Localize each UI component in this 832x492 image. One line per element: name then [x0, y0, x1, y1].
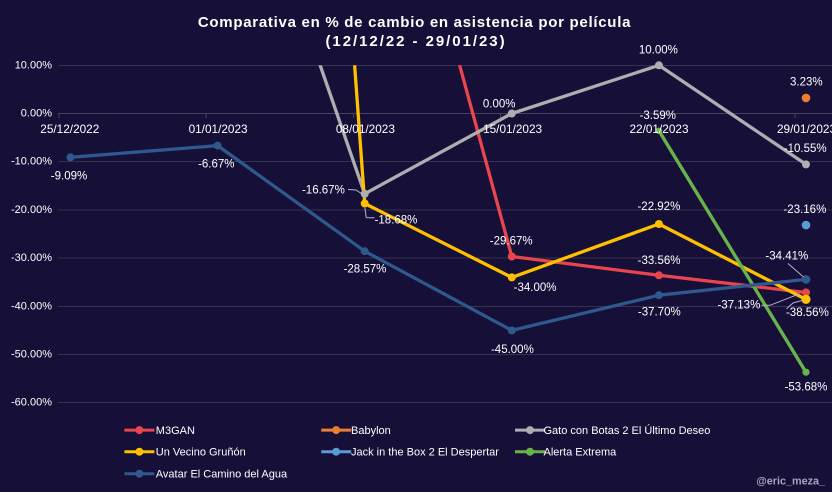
- svg-text:-37.70%: -37.70%: [638, 307, 681, 319]
- svg-text:-9.09%: -9.09%: [51, 171, 87, 183]
- svg-text:08/01/2023: 08/01/2023: [336, 122, 395, 136]
- svg-text:M3GAN: M3GAN: [156, 425, 195, 437]
- svg-text:-37.13%: -37.13%: [717, 299, 760, 311]
- svg-text:25/12/2022: 25/12/2022: [40, 122, 99, 136]
- svg-text:-29.67%: -29.67%: [490, 235, 533, 247]
- svg-text:10.00%: 10.00%: [639, 44, 678, 56]
- svg-text:(12/12/22 - 29/01/23): (12/12/22 - 29/01/23): [325, 33, 506, 50]
- svg-text:-23.16%: -23.16%: [783, 204, 826, 216]
- svg-text:-18.68%: -18.68%: [375, 214, 418, 226]
- svg-text:-28.57%: -28.57%: [344, 264, 387, 276]
- svg-text:3.23%: 3.23%: [790, 76, 823, 88]
- svg-text:10.00%: 10.00%: [15, 59, 53, 71]
- svg-text:Avatar El Camino del Agua: Avatar El Camino del Agua: [156, 469, 288, 481]
- svg-text:@eric_meza_: @eric_meza_: [756, 476, 826, 488]
- svg-text:15/01/2023: 15/01/2023: [483, 122, 542, 136]
- svg-text:-6.67%: -6.67%: [198, 159, 234, 171]
- svg-text:-50.00%: -50.00%: [11, 349, 52, 361]
- svg-text:Babylon: Babylon: [351, 425, 391, 437]
- svg-text:-60.00%: -60.00%: [11, 397, 52, 409]
- svg-text:-3.59%: -3.59%: [640, 110, 676, 122]
- svg-text:-53.68%: -53.68%: [785, 382, 828, 394]
- svg-text:01/01/2023: 01/01/2023: [189, 122, 248, 136]
- svg-text:Un Vecino Gruñón: Un Vecino Gruñón: [156, 447, 246, 459]
- svg-text:-10.00%: -10.00%: [11, 156, 52, 168]
- svg-text:-33.56%: -33.56%: [638, 255, 681, 267]
- svg-text:-40.00%: -40.00%: [11, 300, 52, 312]
- svg-text:-34.41%: -34.41%: [765, 250, 808, 262]
- svg-text:-45.00%: -45.00%: [491, 344, 534, 356]
- svg-text:29/01/2023: 29/01/2023: [777, 122, 832, 136]
- svg-text:Comparativa en % de cambio en: Comparativa en % de cambio en asistencia…: [198, 14, 631, 31]
- svg-text:0.00%: 0.00%: [21, 108, 52, 120]
- svg-text:-10.55%: -10.55%: [784, 143, 827, 155]
- svg-text:Jack in the Box 2 El Despertar: Jack in the Box 2 El Despertar: [351, 447, 499, 459]
- svg-text:Alerta Extrema: Alerta Extrema: [544, 447, 618, 459]
- svg-text:-16.67%: -16.67%: [302, 184, 345, 196]
- svg-text:-38.56%: -38.56%: [786, 307, 829, 319]
- svg-text:-22.92%: -22.92%: [637, 201, 680, 213]
- svg-text:-20.00%: -20.00%: [11, 204, 52, 216]
- svg-text:Gato con Botas 2 El Último Des: Gato con Botas 2 El Último Deseo: [544, 424, 711, 437]
- svg-text:0.00%: 0.00%: [483, 99, 516, 111]
- svg-text:-30.00%: -30.00%: [11, 252, 52, 264]
- svg-text:-34.00%: -34.00%: [514, 282, 557, 294]
- svg-text:22/01/2023: 22/01/2023: [629, 122, 688, 136]
